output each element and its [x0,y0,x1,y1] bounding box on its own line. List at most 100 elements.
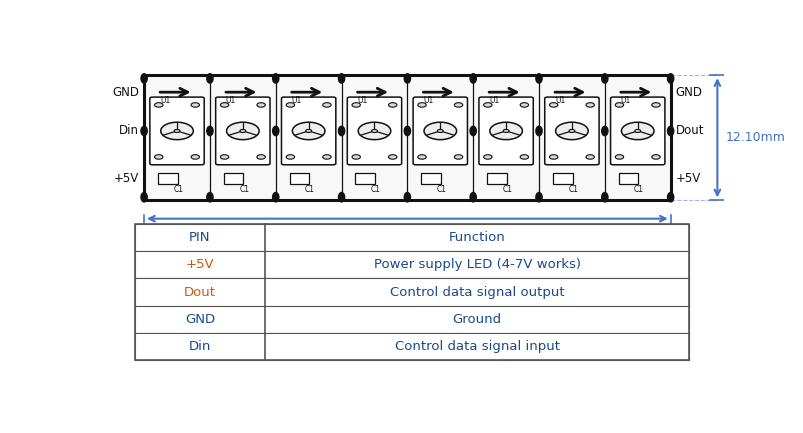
Text: PIN: PIN [189,231,210,244]
FancyBboxPatch shape [544,97,598,165]
Text: C1: C1 [502,185,512,194]
Circle shape [548,155,557,159]
Bar [223,173,243,184]
Bar [135,224,688,360]
Ellipse shape [141,74,147,83]
Circle shape [239,129,246,132]
Circle shape [371,129,377,132]
Text: U1: U1 [488,96,499,105]
Circle shape [614,103,623,107]
Text: Power supply LED (4-7V works): Power supply LED (4-7V works) [373,258,580,271]
Bar [487,173,506,184]
Ellipse shape [338,126,344,136]
Ellipse shape [338,193,344,202]
Circle shape [555,122,588,140]
Bar [144,75,670,200]
Circle shape [305,129,312,132]
Ellipse shape [666,74,673,83]
Ellipse shape [536,74,541,83]
Circle shape [220,103,229,107]
FancyBboxPatch shape [413,97,467,165]
Ellipse shape [536,126,541,136]
Text: Control data signal output: Control data signal output [389,285,564,298]
Bar [552,173,572,184]
Circle shape [548,103,557,107]
Ellipse shape [470,74,475,83]
Bar [135,306,688,333]
Circle shape [388,103,397,107]
Circle shape [454,155,463,159]
Circle shape [154,103,163,107]
Circle shape [418,103,426,107]
Text: U1: U1 [357,96,367,105]
Text: Ground: Ground [452,313,501,326]
Circle shape [174,129,180,132]
FancyBboxPatch shape [479,97,532,165]
Circle shape [226,122,259,140]
Ellipse shape [206,74,213,83]
Circle shape [569,129,574,132]
Ellipse shape [470,126,475,136]
Circle shape [651,155,659,159]
Bar [618,173,638,184]
Bar [135,333,688,360]
Text: +5V: +5V [114,172,139,185]
Ellipse shape [404,193,410,202]
Circle shape [520,103,528,107]
Bar [157,173,177,184]
Text: C1: C1 [568,185,577,194]
Text: U1: U1 [423,96,433,105]
Text: U1: U1 [291,96,302,105]
Ellipse shape [666,126,673,136]
Circle shape [357,122,390,140]
Circle shape [388,155,397,159]
Circle shape [585,155,593,159]
Bar [135,224,688,251]
Bar [355,173,375,184]
Circle shape [585,103,593,107]
FancyBboxPatch shape [281,97,336,165]
Circle shape [322,103,331,107]
Ellipse shape [338,74,344,83]
Circle shape [437,129,442,132]
Circle shape [191,103,199,107]
Text: C1: C1 [173,185,183,194]
Ellipse shape [404,126,410,136]
Circle shape [161,122,193,140]
Circle shape [454,103,463,107]
Circle shape [634,129,640,132]
Ellipse shape [404,74,410,83]
Text: Control data signal input: Control data signal input [394,340,559,353]
Circle shape [286,155,294,159]
Text: 12.10mm: 12.10mm [724,131,785,144]
Text: 64.85mm: 64.85mm [377,225,437,238]
Text: Dout: Dout [184,285,216,298]
Text: GND: GND [675,86,702,99]
Text: +5V: +5V [185,258,214,271]
Text: U1: U1 [160,96,170,105]
Bar [135,251,688,278]
Ellipse shape [206,193,213,202]
Text: C1: C1 [304,185,315,194]
Text: U1: U1 [554,96,565,105]
Ellipse shape [601,126,607,136]
Text: C1: C1 [370,185,381,194]
Circle shape [621,122,653,140]
FancyBboxPatch shape [215,97,270,165]
Ellipse shape [141,126,147,136]
Text: C1: C1 [634,185,643,194]
Ellipse shape [206,126,213,136]
Ellipse shape [272,193,279,202]
Text: U1: U1 [226,96,236,105]
Text: C1: C1 [436,185,446,194]
Bar [135,278,688,306]
Circle shape [292,122,324,140]
Circle shape [257,103,265,107]
Circle shape [614,155,623,159]
Text: Din: Din [119,124,139,137]
Circle shape [503,129,508,132]
Ellipse shape [272,74,279,83]
Text: Din: Din [189,340,211,353]
FancyBboxPatch shape [609,97,664,165]
Text: Dout: Dout [675,124,703,137]
